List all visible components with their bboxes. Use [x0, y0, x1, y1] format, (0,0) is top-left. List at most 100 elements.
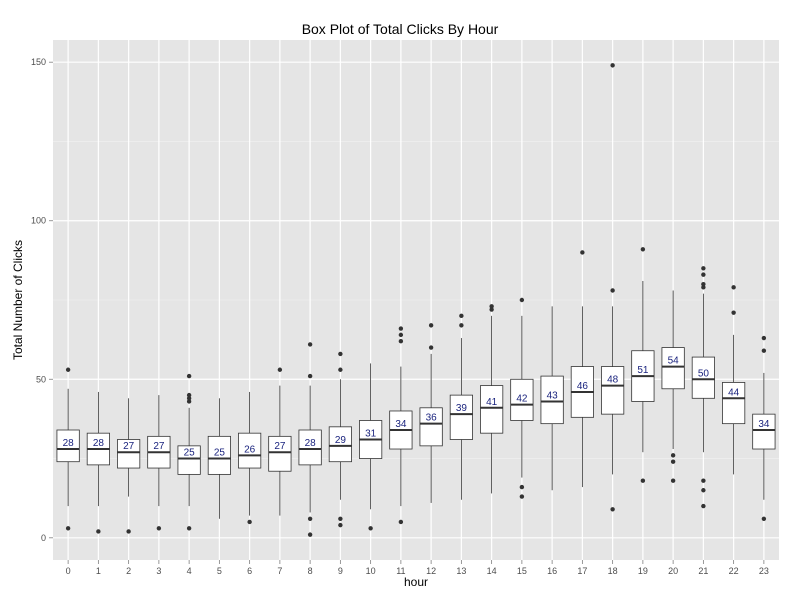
box-0: 28	[56, 367, 80, 531]
box-body	[268, 435, 292, 472]
outlier-point	[610, 288, 615, 293]
x-tick-label: 12	[426, 566, 436, 576]
outlier-point	[338, 522, 343, 528]
median-label: 39	[456, 403, 468, 414]
x-tick-label: 14	[487, 566, 497, 576]
outlier-point	[489, 304, 494, 309]
box-13: 39	[449, 313, 473, 500]
median-label: 27	[274, 441, 286, 452]
median-label: 31	[365, 429, 377, 440]
outlier-point	[307, 373, 313, 379]
median-label: 27	[153, 441, 165, 452]
box-16: 43	[540, 306, 564, 491]
box-15: 42	[510, 297, 534, 499]
box-body	[298, 429, 322, 466]
y-tick-label: 50	[36, 374, 46, 384]
outlier-point	[761, 335, 767, 341]
median-label: 28	[93, 438, 105, 449]
box-8: 28	[298, 342, 322, 537]
outlier-point	[761, 348, 767, 353]
outlier-point	[489, 307, 494, 312]
x-tick-label: 9	[338, 566, 343, 576]
box-body	[480, 385, 504, 434]
box-body	[540, 375, 564, 425]
outlier-point	[398, 519, 404, 525]
outlier-point	[156, 526, 162, 531]
outlier-point	[307, 532, 313, 537]
box-18: 48	[601, 63, 625, 512]
outlier-point	[761, 516, 767, 521]
box-2: 27	[117, 398, 141, 534]
x-tick-label: 8	[308, 566, 313, 576]
x-tick-label: 11	[396, 566, 405, 576]
x-tick-label: 20	[668, 566, 678, 576]
outlier-point	[368, 526, 373, 531]
median-label: 29	[335, 435, 347, 446]
outlier-point	[731, 285, 736, 290]
outlier-point	[186, 526, 192, 531]
outlier-point	[338, 351, 343, 357]
box-body	[238, 432, 262, 469]
median-label: 26	[244, 444, 256, 455]
box-body	[56, 429, 80, 463]
outlier-point	[670, 478, 676, 483]
median-label: 54	[668, 356, 680, 367]
box-body	[691, 356, 715, 399]
median-label: 50	[698, 368, 710, 379]
box-9: 29	[328, 351, 352, 528]
median-label: 28	[305, 438, 317, 449]
box-19: 51	[631, 247, 655, 483]
median-label: 46	[577, 381, 589, 392]
x-tick-label: 15	[517, 566, 527, 576]
median-label: 44	[728, 387, 740, 398]
box-3: 27	[147, 395, 171, 531]
box-body	[752, 413, 776, 450]
x-tick-label: 3	[156, 566, 161, 576]
outlier-point	[701, 266, 706, 271]
median-label: 42	[516, 394, 528, 405]
outlier-point	[398, 326, 404, 331]
box-22: 44	[722, 285, 746, 475]
x-tick-label: 2	[126, 566, 131, 576]
y-tick-label: 0	[41, 533, 46, 543]
median-label: 34	[395, 419, 407, 430]
outlier-point	[670, 453, 676, 458]
outlier-point	[186, 392, 192, 398]
outlier-point	[186, 373, 192, 379]
box-body	[661, 347, 685, 390]
outlier-point	[428, 345, 434, 350]
outlier-point	[701, 285, 706, 290]
outlier-point	[519, 494, 525, 499]
box-11: 34	[389, 326, 413, 525]
box-21: 50	[691, 266, 715, 509]
box-5: 25	[207, 398, 231, 519]
box-series: 28 28 27 27 25 25 26 27 28 29 31 34 36 39 41 42 43 46 48 51…	[56, 63, 776, 537]
outlier-point	[428, 323, 434, 328]
y-axis-title: Total Number of Clicks	[11, 240, 25, 360]
x-tick-label: 22	[729, 566, 739, 576]
outlier-point	[701, 281, 706, 287]
outlier-point	[247, 519, 252, 525]
x-tick-label: 1	[96, 566, 101, 576]
x-tick-label: 4	[187, 566, 192, 576]
box-body	[207, 435, 231, 475]
median-label: 51	[637, 365, 649, 376]
x-tick-label: 10	[366, 566, 376, 576]
median-label: 43	[547, 390, 559, 401]
outlier-point	[640, 478, 646, 483]
outlier-point	[610, 63, 615, 68]
outlier-point	[398, 339, 404, 344]
outlier-point	[610, 507, 615, 512]
outlier-point	[307, 516, 313, 521]
box-body	[510, 378, 534, 421]
x-tick-label: 6	[247, 566, 252, 576]
outlier-point	[459, 323, 464, 328]
median-label: 25	[184, 448, 196, 459]
box-20: 54	[661, 290, 685, 483]
x-tick-label: 21	[698, 566, 708, 576]
box-body	[177, 445, 201, 475]
outlier-point	[338, 367, 343, 372]
median-label: 25	[214, 448, 226, 459]
box-6: 26	[238, 391, 262, 525]
box-10: 31	[359, 363, 383, 531]
